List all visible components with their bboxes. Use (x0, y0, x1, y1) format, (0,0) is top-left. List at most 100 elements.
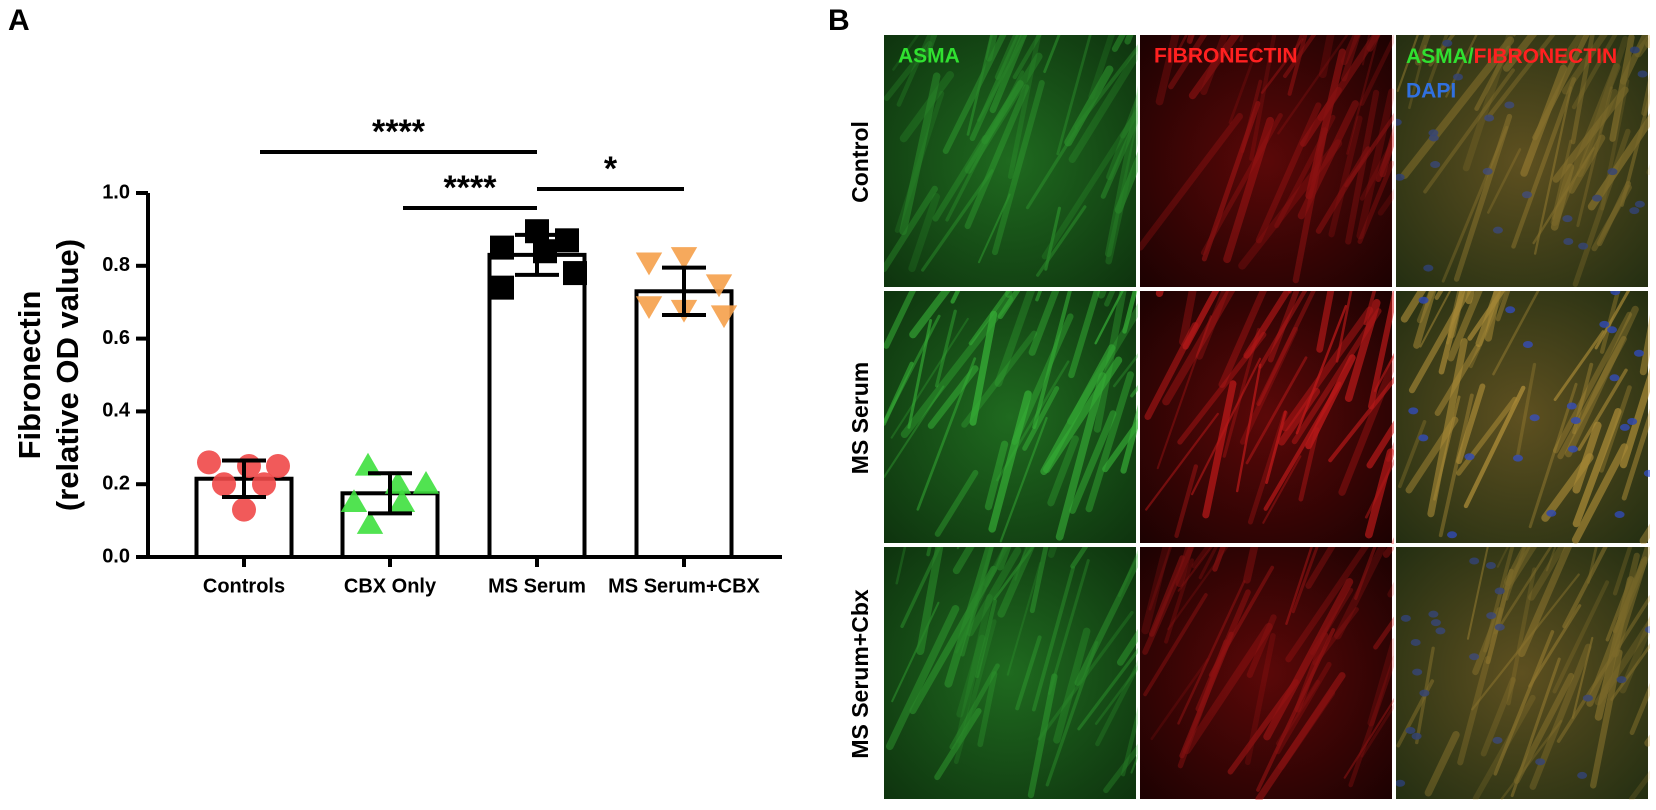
cell-streak (961, 330, 1038, 428)
cell-streak (1445, 35, 1478, 98)
cell-streak (944, 547, 994, 688)
cell-streak (1074, 553, 1138, 686)
cell-streak (997, 291, 1021, 320)
nucleus (1400, 614, 1411, 622)
column-label: FIBRONECTIN (1154, 45, 1298, 68)
cell-streak (1483, 547, 1515, 653)
cell-streak (885, 604, 960, 751)
nucleus (1423, 264, 1434, 272)
cell-streak (1475, 291, 1502, 348)
cell-streak (1277, 35, 1348, 135)
cell-streaks (884, 35, 1138, 277)
cell-streak (909, 565, 998, 715)
cell-streak (1168, 35, 1208, 90)
cell-streak (1333, 547, 1387, 640)
cell-streak (1292, 127, 1328, 284)
cell-streak (1238, 139, 1343, 270)
nucleus (1529, 414, 1540, 422)
cell-streak (1504, 547, 1527, 601)
y-tick-label: 0.0 (102, 545, 130, 567)
cell-streak (1596, 180, 1632, 247)
cell-streak (1414, 35, 1431, 66)
cell-streak (1182, 291, 1220, 350)
x-tick-label: Controls (203, 575, 285, 597)
cell-streak (977, 35, 1028, 122)
cell-streak (1249, 35, 1277, 161)
cell-streak (994, 35, 1019, 80)
cell-streak (1368, 291, 1394, 410)
cell-streak (1281, 306, 1374, 432)
cell-streak (1346, 35, 1380, 155)
data-point (197, 450, 221, 475)
cell-streak (1468, 291, 1506, 369)
cell-streak (1570, 35, 1595, 145)
panel-label: A (8, 4, 30, 37)
cell-streak (1428, 35, 1456, 67)
cell-streak (991, 80, 1045, 256)
cell-streak (1577, 368, 1628, 451)
cell-streak (1338, 355, 1394, 496)
cell-streak (942, 35, 1007, 154)
y-axis-title: (relative OD value) (50, 239, 85, 511)
cell-streak (1212, 547, 1226, 572)
cell-streak (985, 35, 998, 62)
nucleus (1504, 101, 1515, 109)
cell-streak (1379, 123, 1394, 178)
cell-streak (1255, 672, 1346, 800)
cell-streak (969, 310, 998, 426)
micrograph (1396, 35, 1650, 287)
nucleus (1469, 557, 1480, 565)
cell-streak (1195, 589, 1251, 712)
data-point (232, 497, 256, 522)
micrograph-background (1140, 35, 1392, 287)
cell-streak (956, 634, 986, 718)
cell-streak (1456, 396, 1518, 476)
nucleus (1405, 726, 1416, 734)
nucleus (1637, 70, 1648, 78)
cell-streaks (1396, 35, 1650, 287)
data-point (490, 235, 514, 260)
cell-streak (1053, 627, 1091, 744)
cell-streak (1560, 35, 1585, 65)
panel-label: B (828, 4, 850, 37)
cell-streak (932, 134, 989, 222)
cell-streak (1513, 672, 1575, 784)
cell-streak (1424, 35, 1449, 94)
cell-streak (1345, 89, 1380, 245)
cell-streak (892, 35, 920, 71)
cell-streak (1485, 568, 1514, 665)
cell-streak (1007, 35, 1042, 180)
cell-streak (1275, 679, 1320, 746)
cell-streaks (1144, 291, 1394, 544)
cell-streak (1177, 547, 1213, 592)
cell-streak (1556, 595, 1650, 743)
cell-streak (884, 361, 914, 426)
cell-streak (1148, 547, 1173, 611)
cell-streak (900, 547, 942, 629)
cell-streak (994, 291, 1036, 387)
cell-streak (1255, 102, 1322, 244)
cell-streak (1175, 547, 1194, 587)
cell-streak (1122, 291, 1138, 334)
cell-streak (1116, 628, 1138, 666)
cell-streak (1367, 638, 1394, 727)
nucleus (1396, 173, 1405, 181)
data-point (340, 489, 368, 512)
cell-streak (1590, 649, 1623, 789)
cell-streak (1571, 443, 1629, 544)
cell-streak (908, 193, 940, 273)
cell-streak (969, 35, 1022, 142)
cell-streak (1359, 135, 1394, 201)
cell-streak (1639, 314, 1650, 376)
cell-streak (1532, 35, 1590, 141)
cell-streak (1256, 291, 1316, 406)
cell-streak (1576, 86, 1614, 228)
micrograph-background (884, 547, 1136, 799)
cell-streak (1419, 291, 1452, 348)
cell-streak (1263, 381, 1342, 511)
cell-streak (1568, 134, 1606, 194)
cell-streak (907, 318, 933, 429)
data-point (635, 296, 663, 320)
cell-streak (916, 357, 977, 511)
cell-streak (1495, 291, 1511, 322)
